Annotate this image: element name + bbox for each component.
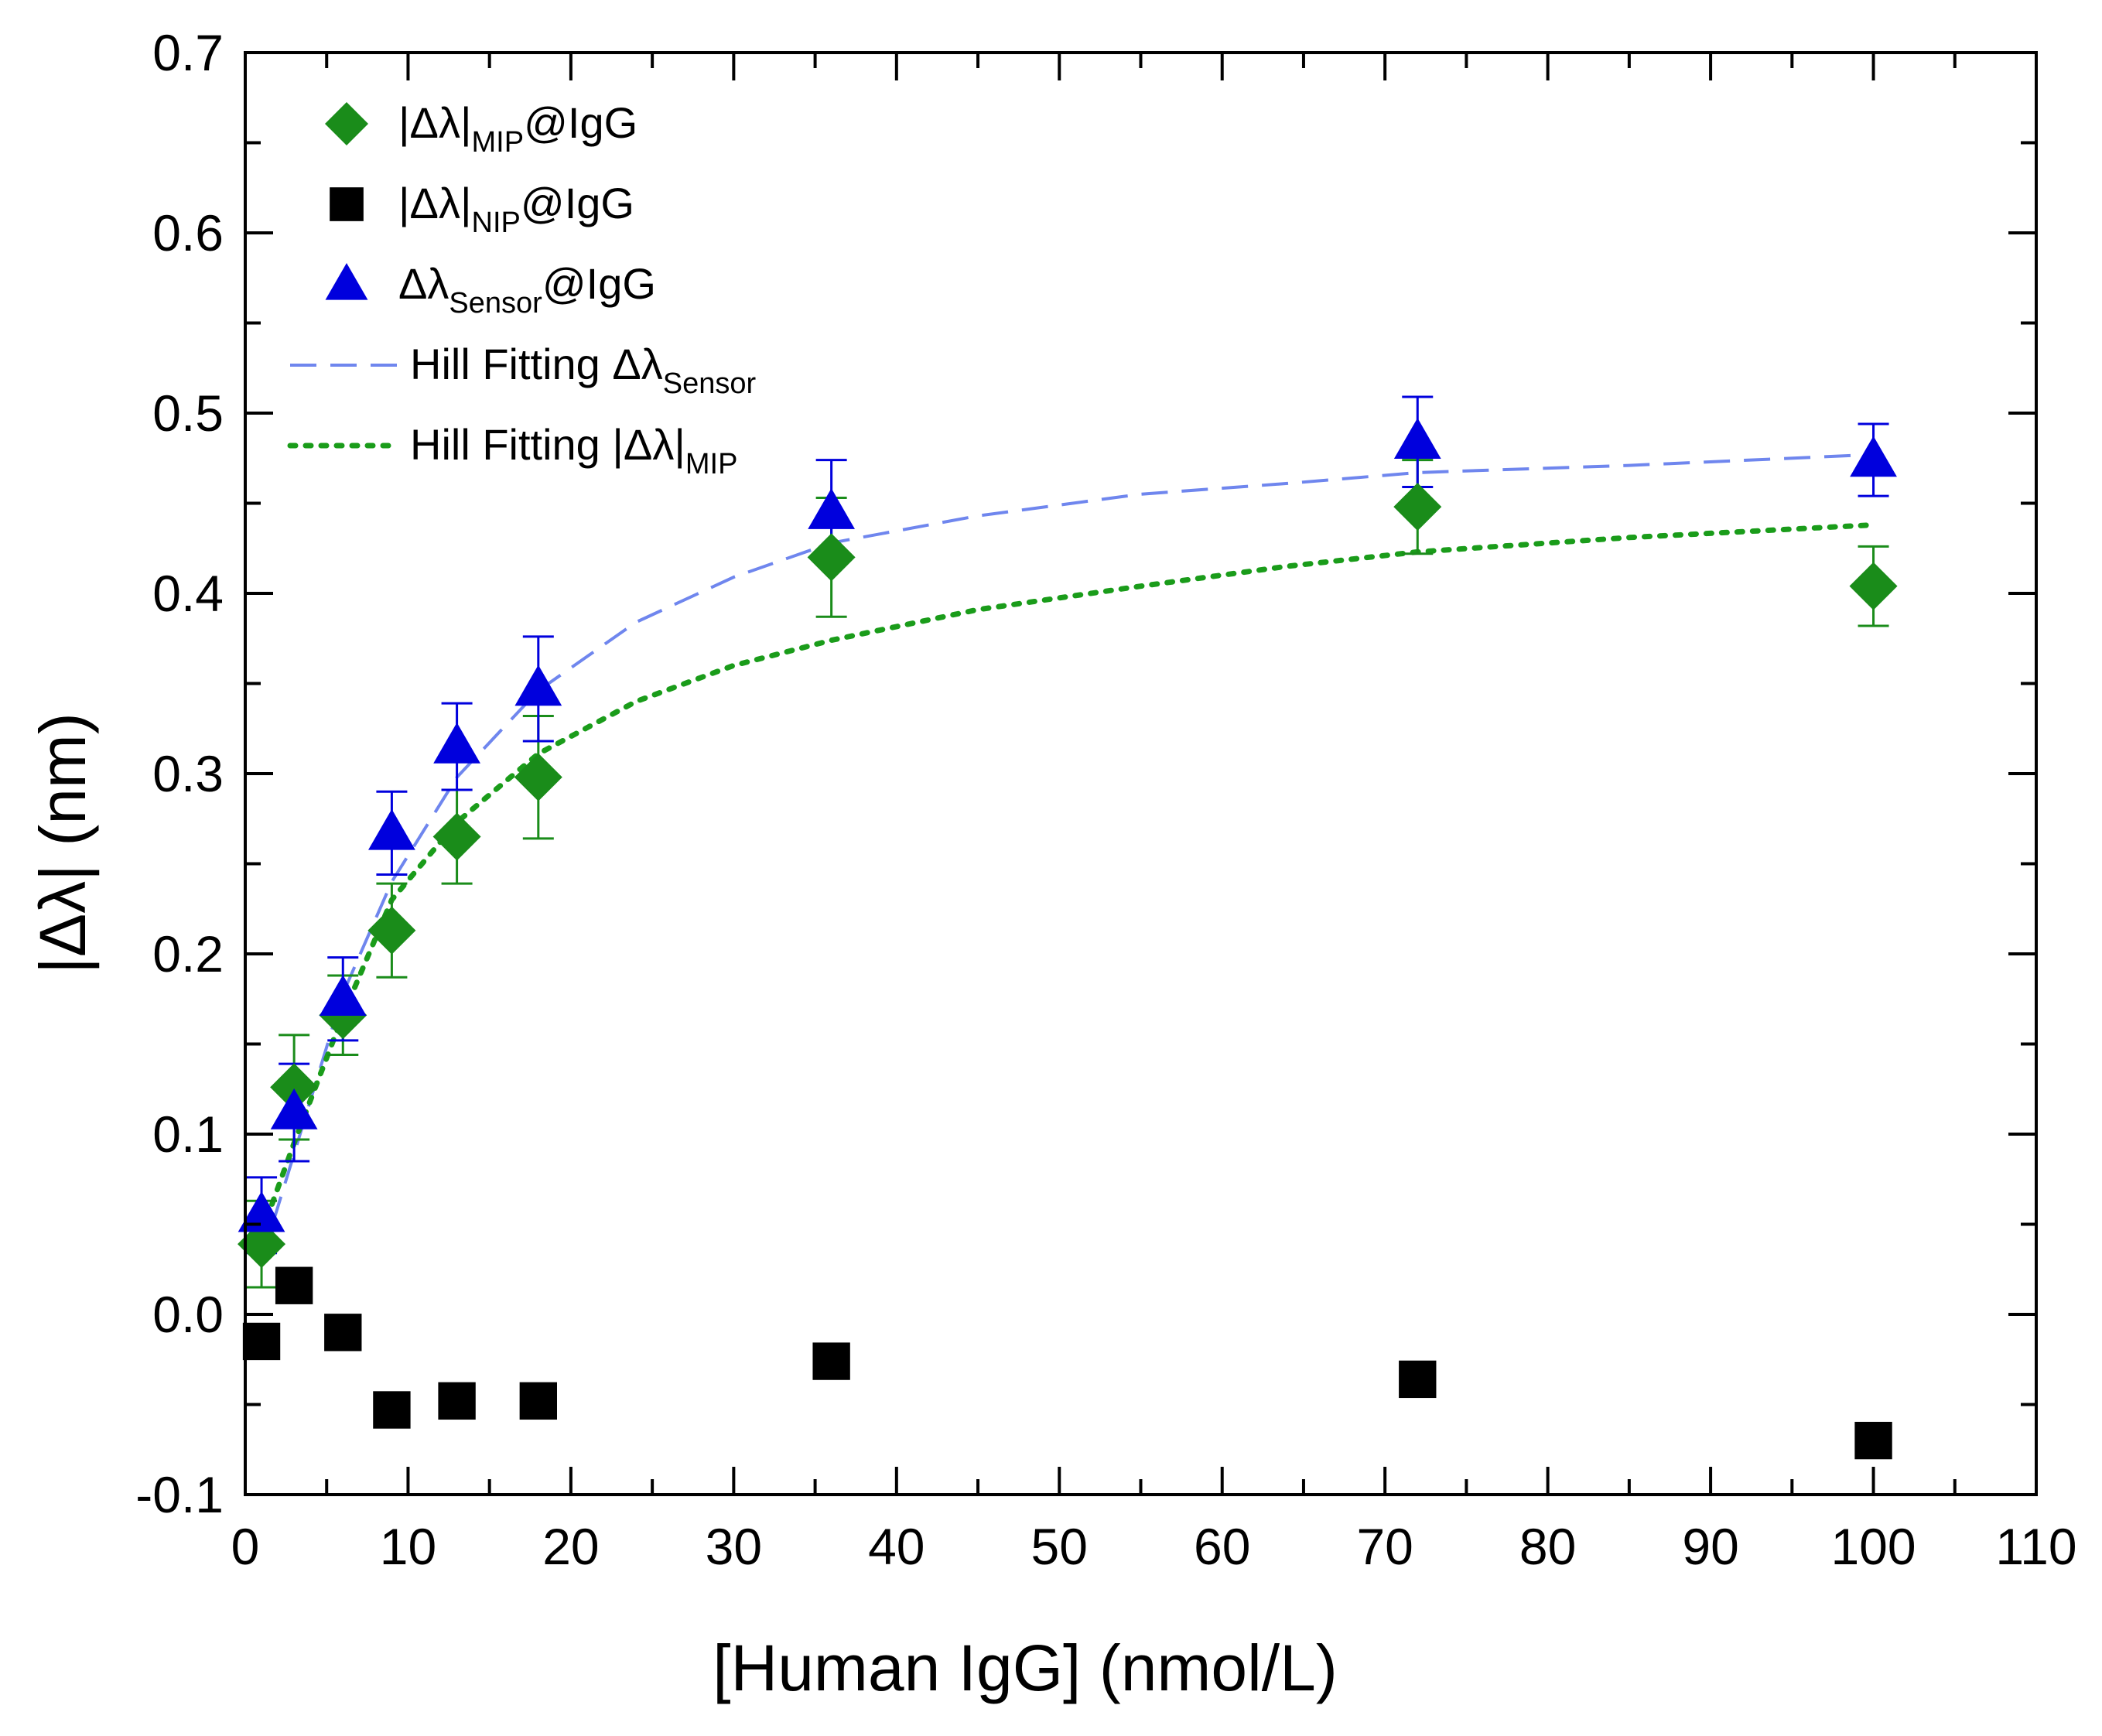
x-tick-label: 50 (1031, 1518, 1088, 1575)
y-tick-label: 0.7 (152, 24, 224, 81)
point-sensor (514, 665, 562, 706)
legend-label-sensor: ΔλSensor@IgG (398, 259, 656, 320)
point-mip (238, 1220, 286, 1269)
point-mip (432, 812, 481, 861)
point-nip (275, 1266, 313, 1304)
point-sensor (319, 975, 367, 1016)
y-tick-labels: -0.1 0.0 0.1 0.2 0.3 0.4 0.5 0.6 0.7 (135, 24, 224, 1523)
point-mip (1393, 483, 1442, 531)
fit-line-hill_mip (258, 522, 1876, 1236)
point-nip (242, 1322, 281, 1361)
axis-ticks (244, 51, 2038, 1496)
x-tick-label: 0 (231, 1518, 260, 1575)
point-nip (438, 1382, 476, 1420)
point-sensor (808, 488, 856, 529)
point-mip (514, 753, 562, 801)
point-mip (270, 1063, 319, 1112)
x-tick-labels: 0 10 20 30 40 50 60 70 80 90 100 110 (231, 1518, 2077, 1575)
point-sensor (270, 1088, 318, 1129)
y-tick-label: 0.1 (152, 1106, 224, 1163)
point-mip (367, 906, 416, 955)
y-tick-label: 0.5 (152, 384, 224, 442)
point-nip (1854, 1421, 1892, 1460)
x-tick-label: 80 (1519, 1518, 1576, 1575)
y-tick-label: 0.3 (152, 745, 224, 802)
legend-label-mip: |Δλ|MIP@IgG (398, 98, 637, 159)
point-mip (807, 533, 856, 582)
y-tick-label: -0.1 (135, 1466, 224, 1523)
x-tick-label: 90 (1682, 1518, 1738, 1575)
point-nip (812, 1342, 850, 1380)
point-sensor (433, 723, 480, 764)
legend: |Δλ|MIP@IgG |Δλ|NIP@IgG ΔλSensor@IgG Hil… (287, 98, 757, 480)
y-tick-label: 0.4 (152, 565, 224, 622)
point-sensor (1850, 436, 1897, 477)
point-sensor (1393, 418, 1441, 459)
x-tick-label: 110 (1995, 1518, 2076, 1575)
fit-line-hill_sensor (260, 453, 1874, 1261)
point-sensor (368, 808, 415, 850)
x-tick-label: 40 (868, 1518, 925, 1575)
point-mip (1849, 562, 1898, 610)
y-tick-label: 0.0 (152, 1286, 224, 1343)
x-tick-label: 10 (380, 1518, 436, 1575)
legend-label-nip: |Δλ|NIP@IgG (398, 179, 634, 239)
legend-marker-nip (330, 187, 364, 221)
point-nip (1399, 1360, 1437, 1399)
legend-marker-sensor (325, 263, 368, 300)
legend-markers (287, 102, 402, 449)
x-tick-label: 20 (542, 1518, 599, 1575)
point-nip (373, 1391, 411, 1429)
x-tick-label: 30 (706, 1518, 762, 1575)
data-points (238, 418, 1898, 1460)
point-nip (519, 1382, 557, 1420)
y-tick-label: 0.6 (152, 204, 224, 261)
legend-label-hill-sensor: Hill Fitting ΔλSensor (410, 340, 757, 400)
x-tick-label: 70 (1356, 1518, 1413, 1575)
point-sensor (238, 1191, 285, 1232)
x-tick-label: 60 (1194, 1518, 1250, 1575)
y-axis-title: |Δλ| (nm) (26, 713, 99, 974)
point-nip (324, 1314, 362, 1352)
legend-marker-mip (325, 102, 368, 145)
y-tick-label: 0.2 (152, 925, 224, 982)
fit-curves (258, 453, 1876, 1261)
legend-label-hill-mip: Hill Fitting |Δλ|MIP (410, 420, 737, 480)
x-tick-label: 100 (1830, 1518, 1916, 1575)
x-axis-title: [Human IgG] (nmol/L) (713, 1632, 1338, 1704)
